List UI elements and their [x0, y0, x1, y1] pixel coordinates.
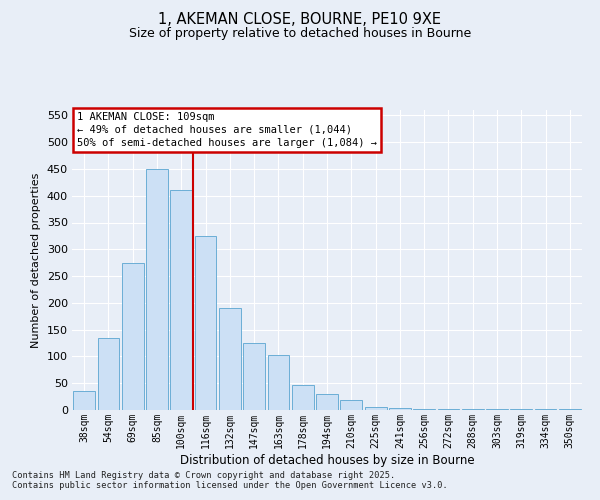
- Bar: [316, 394, 338, 410]
- Bar: [340, 400, 362, 410]
- Bar: [73, 391, 95, 410]
- Y-axis label: Number of detached properties: Number of detached properties: [31, 172, 41, 348]
- Bar: [268, 355, 289, 410]
- Bar: [511, 409, 532, 410]
- Bar: [146, 169, 168, 410]
- Bar: [122, 262, 143, 410]
- Bar: [219, 308, 241, 410]
- Bar: [389, 408, 411, 410]
- Text: 1, AKEMAN CLOSE, BOURNE, PE10 9XE: 1, AKEMAN CLOSE, BOURNE, PE10 9XE: [158, 12, 442, 28]
- Bar: [243, 343, 265, 410]
- Bar: [462, 409, 484, 410]
- Bar: [559, 409, 581, 410]
- Bar: [486, 409, 508, 410]
- Bar: [97, 338, 119, 410]
- X-axis label: Distribution of detached houses by size in Bourne: Distribution of detached houses by size …: [179, 454, 475, 466]
- Bar: [535, 409, 556, 410]
- Bar: [194, 236, 217, 410]
- Bar: [170, 190, 192, 410]
- Text: Contains HM Land Registry data © Crown copyright and database right 2025.
Contai: Contains HM Land Registry data © Crown c…: [12, 470, 448, 490]
- Bar: [292, 386, 314, 410]
- Text: Size of property relative to detached houses in Bourne: Size of property relative to detached ho…: [129, 28, 471, 40]
- Bar: [437, 409, 460, 410]
- Bar: [365, 408, 386, 410]
- Bar: [413, 409, 435, 410]
- Text: 1 AKEMAN CLOSE: 109sqm
← 49% of detached houses are smaller (1,044)
50% of semi-: 1 AKEMAN CLOSE: 109sqm ← 49% of detached…: [77, 112, 377, 148]
